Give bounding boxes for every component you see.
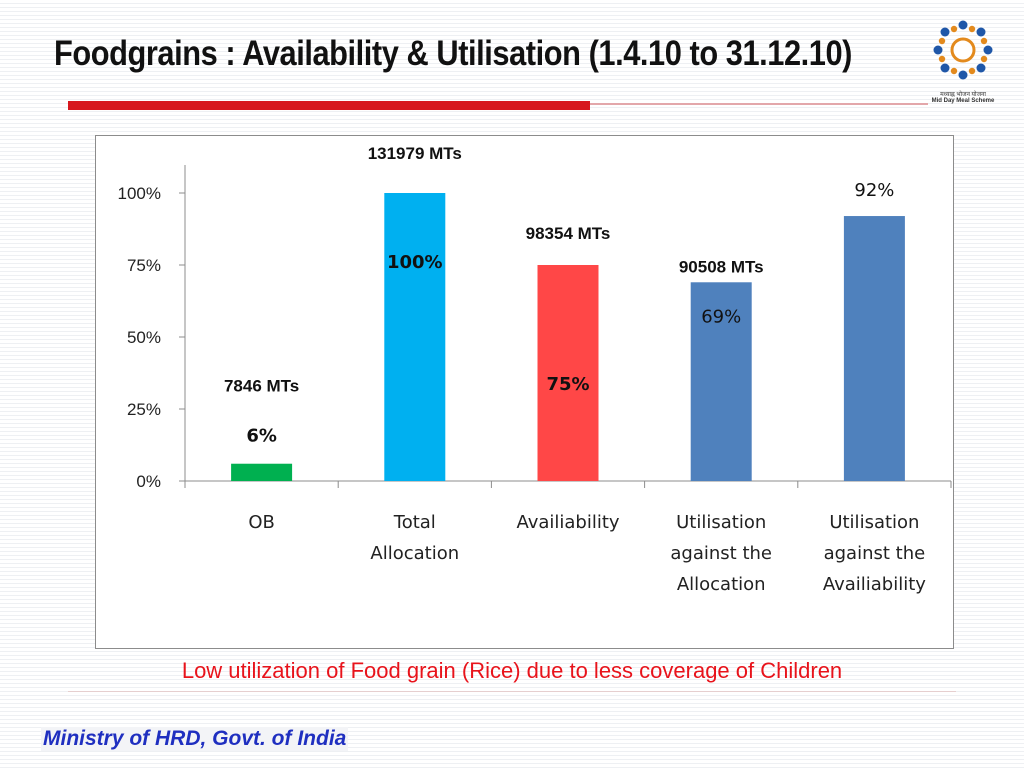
footer-ministry: Ministry of HRD, Govt. of India [41, 727, 349, 751]
x-category-label: Total Allocation [370, 512, 459, 564]
x-category-label: Utilisation against the Availiability [823, 512, 926, 595]
y-tick-label: 100% [118, 184, 161, 203]
title-underline [68, 101, 590, 110]
data-label-percent: 6% [246, 426, 277, 447]
y-tick-label: 25% [127, 400, 161, 419]
chart-frame: 0% 25% 50% 75% 100% OB 6% 7846 MTs Total Allocati… [95, 135, 954, 649]
bar-1 [384, 193, 446, 481]
caption-rule [68, 691, 956, 692]
x-category-label: Utilisation against the Allocation [670, 512, 772, 595]
data-label-quantity: 131979 MTs [368, 144, 462, 163]
data-label-quantity: 98354 MTs [526, 224, 611, 243]
logo-caption-english: Mid Day Meal Scheme [931, 98, 995, 104]
bar-4 [843, 216, 905, 481]
logo-caption-hindi: मध्याह्न भोजन योजना [940, 92, 986, 98]
y-tick-label: 0% [136, 472, 161, 491]
bar-3 [690, 282, 752, 481]
slide-title: Foodgrains : Availability & Utilisation … [54, 34, 853, 73]
bar-0 [231, 463, 293, 481]
data-label-percent: 75% [546, 374, 589, 395]
bar-chart: 0% 25% 50% 75% 100% OB 6% 7846 MTs Total Allocati… [118, 144, 952, 595]
bar-2 [537, 265, 599, 481]
chart-caption: Low utilization of Food grain (Rice) due… [181, 658, 843, 683]
x-category-label: Availiability [516, 512, 619, 533]
x-category-label: OB [248, 512, 275, 533]
y-tick-label: 75% [127, 256, 161, 275]
data-label-percent: 69% [701, 306, 741, 327]
data-label-percent: 100% [387, 252, 443, 273]
data-label-percent: 92% [854, 180, 894, 201]
mid-day-meal-logo: मध्याह्न भोजन योजना Mid Day Meal Scheme [928, 16, 998, 108]
data-label-quantity: 7846 MTs [224, 377, 299, 396]
mdm-logo-icon [933, 20, 993, 80]
y-tick-label: 50% [127, 328, 161, 347]
data-label-quantity: 90508 MTs [679, 257, 764, 276]
title-rule [590, 103, 928, 105]
